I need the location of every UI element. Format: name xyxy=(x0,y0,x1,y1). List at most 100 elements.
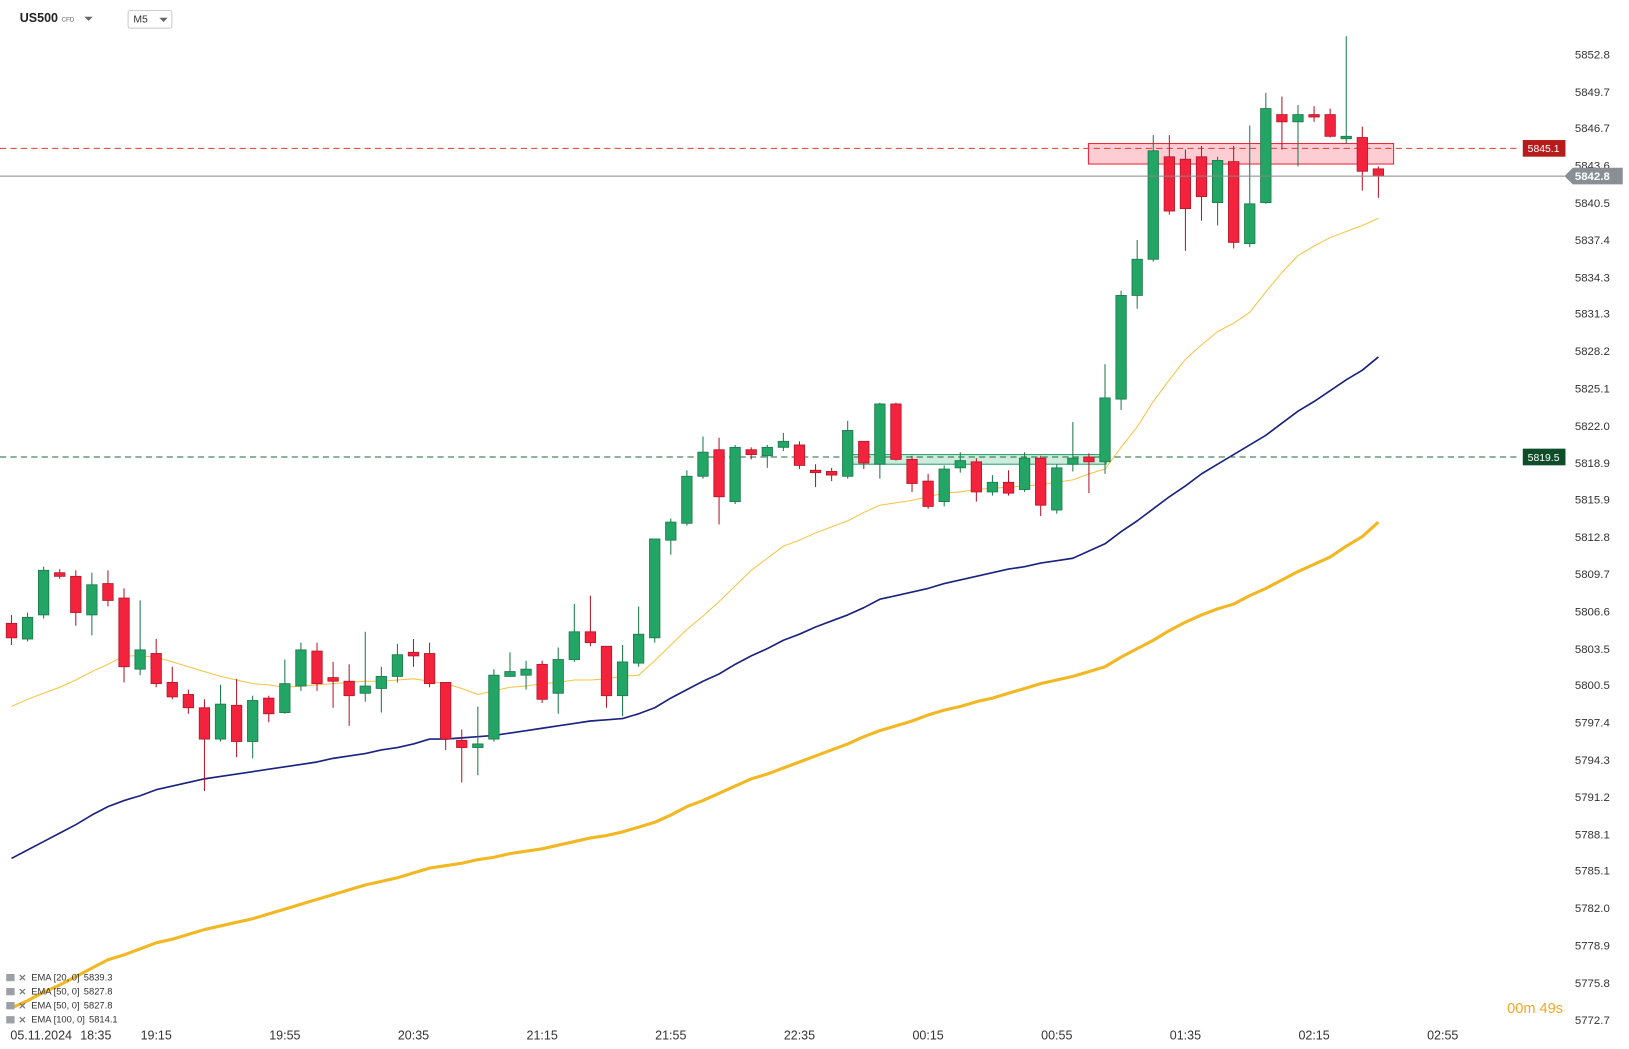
x-tick-label: 21:55 xyxy=(655,1029,686,1043)
symbol[interactable]: US500 xyxy=(20,11,58,25)
legend-value: 5814.1 xyxy=(89,1015,118,1025)
symbol-dropdown[interactable] xyxy=(84,16,93,21)
level-badge xyxy=(1522,448,1566,466)
y-tick-label: 5782.0 xyxy=(1575,903,1610,915)
legend-remove[interactable] xyxy=(19,988,26,995)
candle-body xyxy=(825,471,838,476)
legend-icon xyxy=(6,1016,15,1024)
y-tick-label: 5775.8 xyxy=(1575,978,1610,990)
y-tick-label: 5840.5 xyxy=(1575,198,1610,210)
legend-remove[interactable] xyxy=(19,1002,26,1009)
candle-body xyxy=(1147,150,1159,260)
ema-line xyxy=(10,520,1380,1010)
candle-body xyxy=(986,481,999,493)
candle-body xyxy=(488,674,500,740)
candle-body xyxy=(327,677,339,682)
candle-body xyxy=(633,633,645,664)
candle-body xyxy=(54,572,66,577)
y-tick-label: 5822.0 xyxy=(1575,421,1610,433)
x-tick-label: 02:55 xyxy=(1427,1029,1458,1043)
candle-body xyxy=(568,631,580,660)
candle-body xyxy=(954,460,966,469)
candle-body xyxy=(1083,456,1095,463)
candle-body xyxy=(745,449,757,455)
date-label: 05.11.2024 xyxy=(10,1029,72,1043)
x-tick-label: 00:55 xyxy=(1041,1029,1072,1043)
candle-body xyxy=(134,649,146,670)
candle-body xyxy=(1292,114,1304,123)
candle-body xyxy=(1211,159,1224,204)
timeframe-box[interactable] xyxy=(127,9,173,29)
current-price-badge xyxy=(1564,167,1623,185)
x-tick-label: 19:15 xyxy=(141,1029,172,1043)
y-tick-label: 5846.7 xyxy=(1575,123,1610,135)
x-tick-label: 18:35 xyxy=(80,1029,111,1043)
x-tick-label: 19:55 xyxy=(269,1029,300,1043)
candle-body xyxy=(166,682,178,698)
legend-value: 5839.3 xyxy=(84,973,113,983)
candle-body xyxy=(858,440,870,464)
candle-body xyxy=(1276,114,1288,123)
candle-body xyxy=(1002,481,1015,494)
candle-body xyxy=(407,651,420,657)
candle-body xyxy=(938,468,950,503)
x-tick-label: 02:15 xyxy=(1298,1029,1329,1043)
candle-body xyxy=(37,569,50,616)
candle-body xyxy=(761,446,773,457)
y-tick-label: 5812.8 xyxy=(1575,532,1610,544)
y-tick-label: 5785.1 xyxy=(1575,866,1610,878)
candle-body xyxy=(102,583,114,601)
candle-body xyxy=(536,663,548,700)
current-price-label: 5842.8 xyxy=(1575,171,1611,183)
y-tick-label: 5800.5 xyxy=(1575,680,1610,692)
y-tick-label: 5797.4 xyxy=(1575,717,1611,729)
candle-body xyxy=(214,703,227,740)
candle-body xyxy=(70,575,82,613)
y-tick-label: 5788.1 xyxy=(1575,830,1610,842)
candle-body xyxy=(1372,168,1385,177)
candle-body xyxy=(713,449,725,498)
zone xyxy=(1087,143,1395,165)
candle-body xyxy=(230,704,243,742)
candle-body xyxy=(359,685,371,694)
candle-body xyxy=(247,700,259,742)
x-tick-label: 00:15 xyxy=(912,1029,943,1043)
candle-body xyxy=(890,403,902,460)
candle-body xyxy=(423,653,436,685)
candle-body xyxy=(970,461,982,493)
candle-body xyxy=(777,440,790,448)
y-tick-label: 5806.6 xyxy=(1575,607,1610,619)
legend-name: EMA [50, 0] xyxy=(31,1001,79,1011)
level-badge-label: 5845.1 xyxy=(1528,144,1560,155)
legend-name: EMA [100, 0] xyxy=(31,1015,85,1025)
candle-body xyxy=(1131,258,1143,296)
candle-body xyxy=(5,622,18,639)
candle-body xyxy=(649,538,661,639)
x-tick-label: 01:35 xyxy=(1170,1029,1201,1043)
candle-body xyxy=(391,654,404,677)
candle-body xyxy=(263,697,275,715)
candle-body xyxy=(793,444,806,466)
candle-body xyxy=(1035,457,1047,506)
plot xyxy=(0,36,1565,1010)
legend-remove[interactable] xyxy=(19,1016,26,1023)
candle-body xyxy=(552,659,564,694)
timeframe[interactable]: M5 xyxy=(133,15,148,26)
candle-body xyxy=(1195,156,1208,197)
y-tick-label: 5794.3 xyxy=(1575,755,1610,767)
candle-body xyxy=(1244,203,1256,245)
candle-body xyxy=(874,403,886,465)
candle-body xyxy=(1179,158,1192,210)
candle-body xyxy=(21,616,34,640)
legend-value: 5827.8 xyxy=(84,987,113,997)
x-tick-label: 22:35 xyxy=(784,1029,815,1043)
legend-remove[interactable] xyxy=(19,974,26,981)
timeframe-dropdown[interactable] xyxy=(159,17,168,22)
candle-body xyxy=(86,584,98,616)
y-tick-label: 5828.2 xyxy=(1575,346,1610,358)
y-tick-label: 5809.7 xyxy=(1575,569,1610,581)
ema-line xyxy=(11,356,1379,860)
y-tick-label: 5834.3 xyxy=(1575,273,1610,285)
legend-value: 5827.8 xyxy=(84,1001,113,1011)
